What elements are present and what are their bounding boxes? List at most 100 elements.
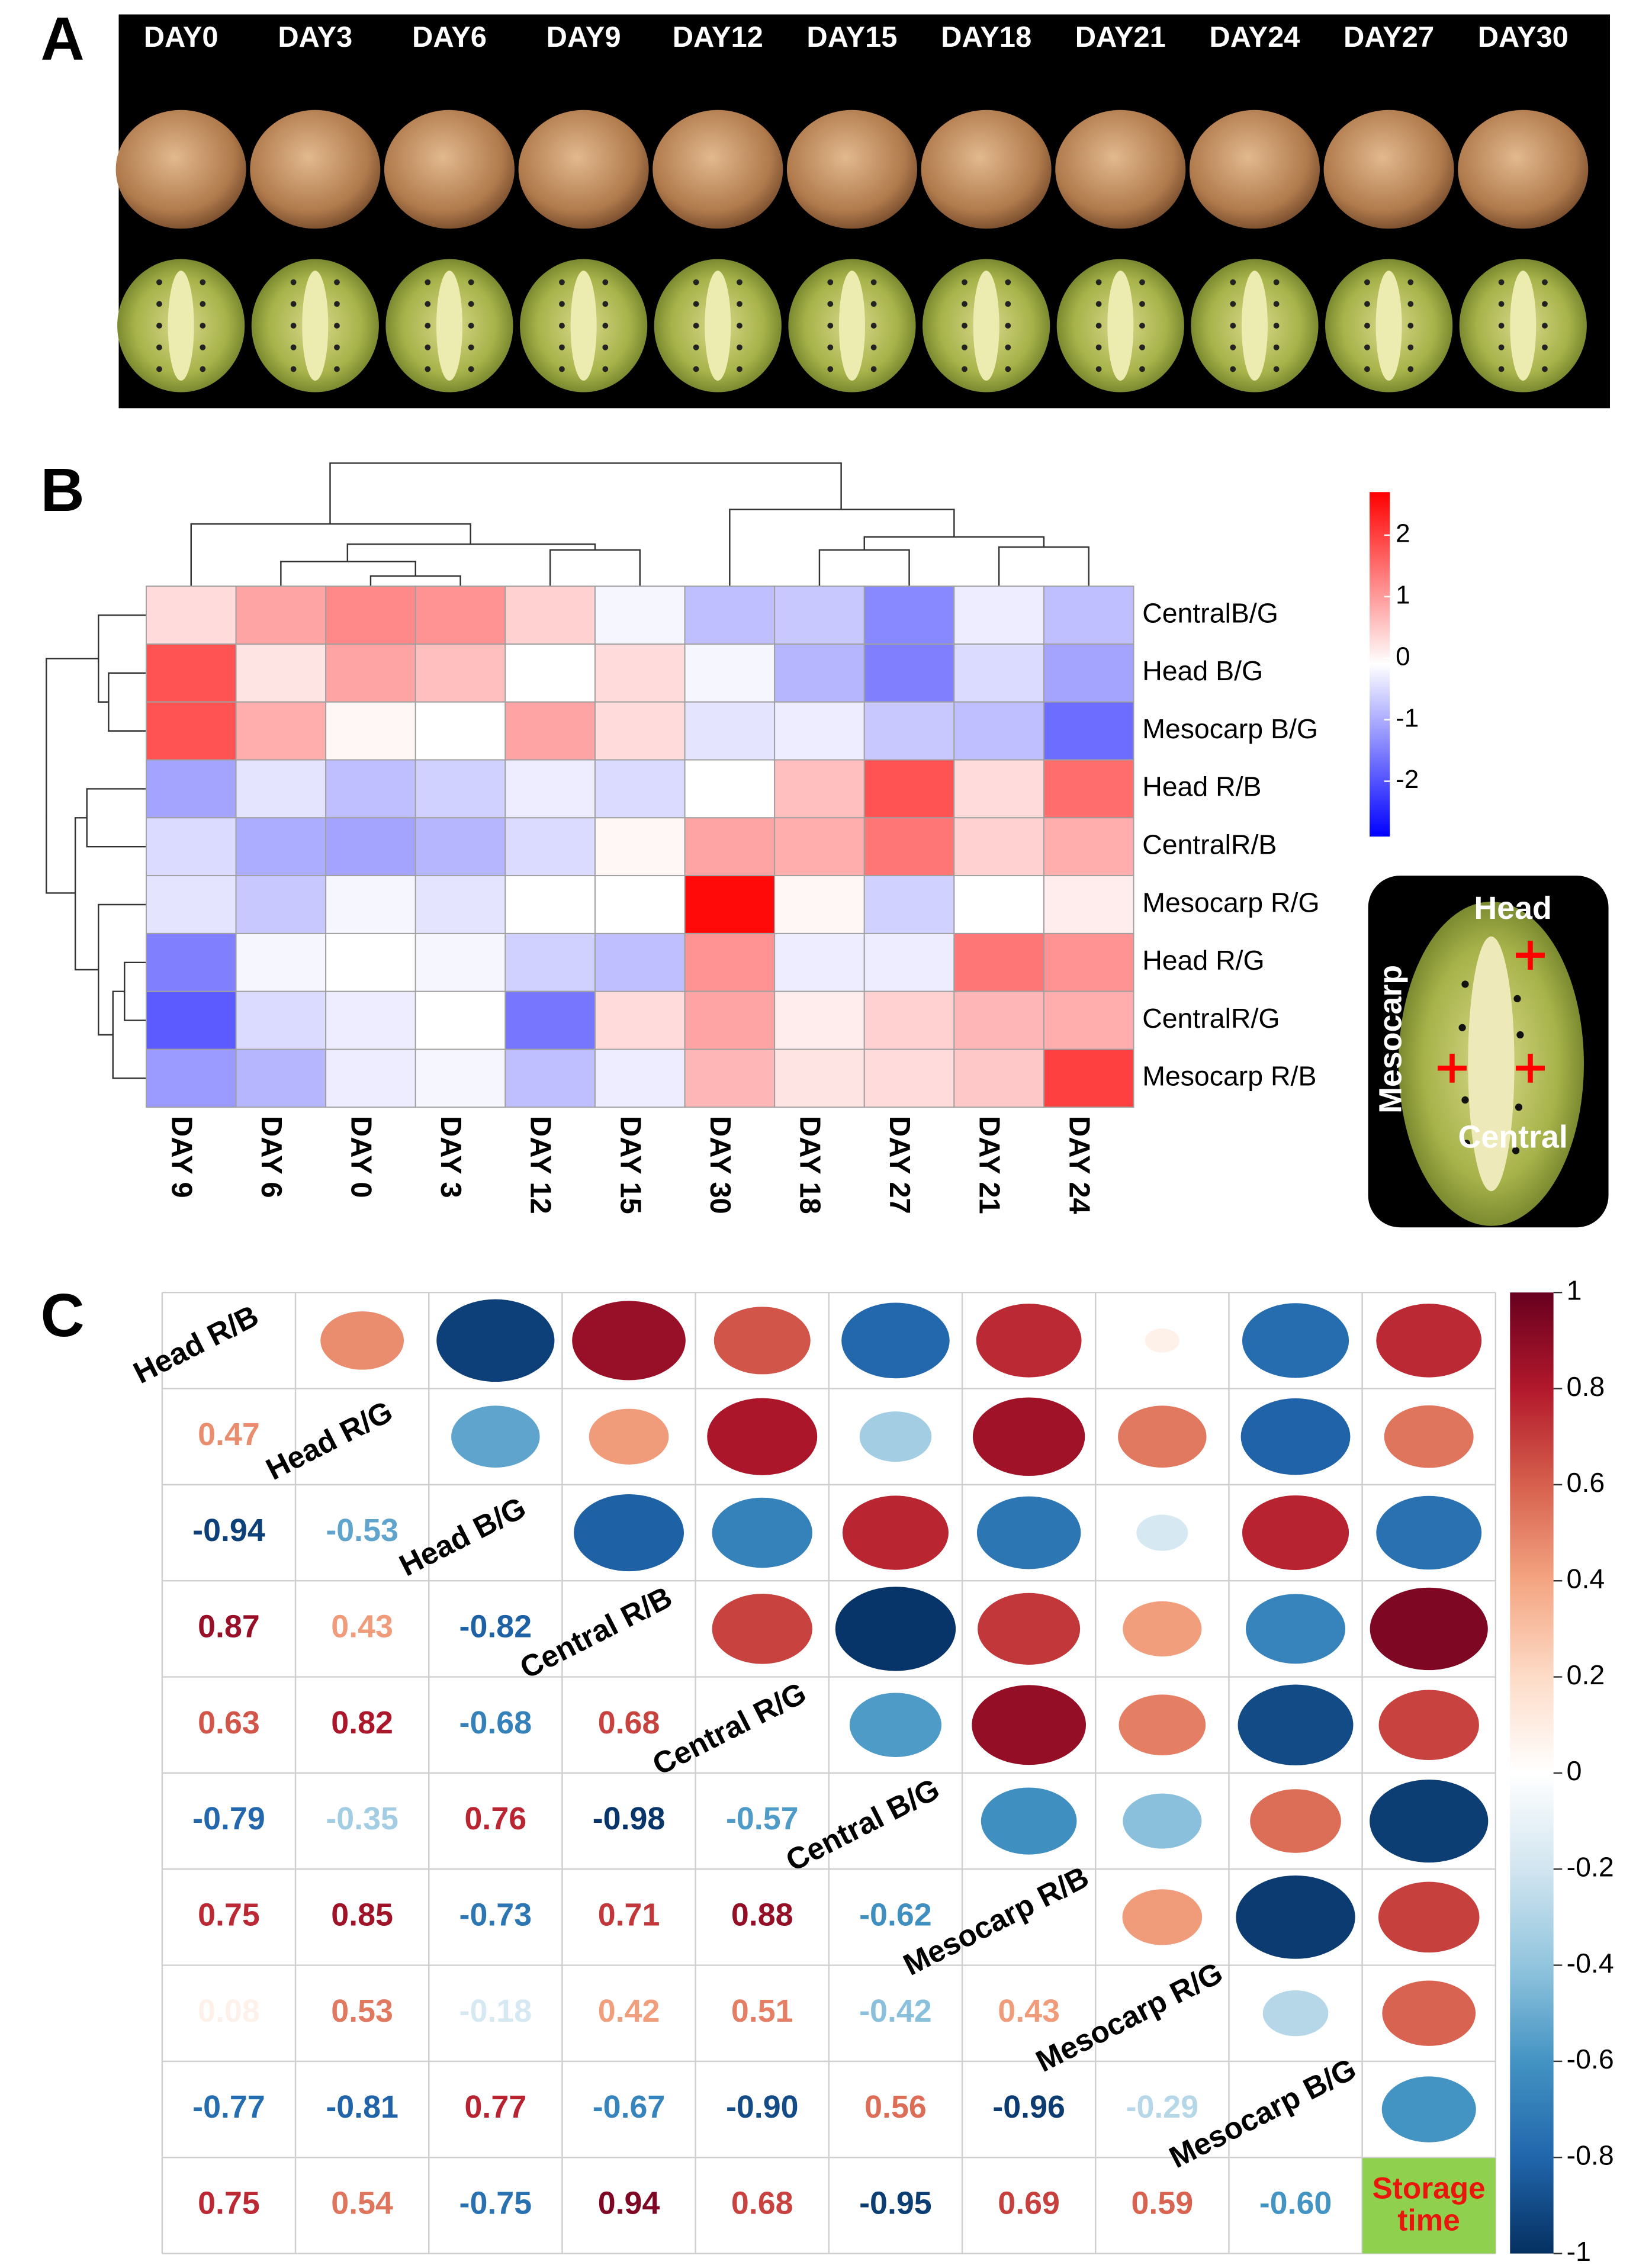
correlation-ellipse <box>981 1787 1077 1855</box>
seed <box>290 301 297 307</box>
panel-label: B <box>40 456 84 524</box>
seed <box>693 366 699 372</box>
heatmap-cell <box>235 817 327 877</box>
correlation-value: 0.43 <box>998 1993 1060 2029</box>
seed <box>1095 279 1102 285</box>
seed <box>870 301 877 307</box>
heatmap-cell <box>953 643 1044 703</box>
variable-label: Storage time <box>1362 2157 1496 2253</box>
correlation-value: 0.71 <box>598 1897 660 1933</box>
kiwi-whole <box>786 110 917 229</box>
day-label: DAY21 <box>1075 21 1166 53</box>
diagonal-box: Storage time <box>1362 2157 1496 2253</box>
seed <box>827 301 834 307</box>
correlation-value: 0.59 <box>1131 2186 1193 2221</box>
correlation-ellipse <box>1262 1990 1329 2037</box>
heatmap-cell <box>235 875 327 934</box>
seed <box>1498 344 1505 350</box>
correlation-value: -0.73 <box>459 1897 532 1933</box>
colorbar-tick-label: 0 <box>1396 642 1410 671</box>
colorbar-tick-label: 2 <box>1396 519 1410 548</box>
heatmap-cell <box>325 875 416 934</box>
seed <box>1273 366 1280 372</box>
inset-label: Head <box>1474 890 1551 926</box>
heatmap-cell <box>594 586 686 645</box>
seed <box>334 323 340 329</box>
heatmap-cell <box>953 586 1044 645</box>
correlation-ellipse <box>976 1304 1082 1378</box>
seed <box>870 344 877 350</box>
seed <box>200 344 206 350</box>
seed <box>1005 344 1011 350</box>
correlation-value: -0.75 <box>459 2186 532 2221</box>
heatmap-cell <box>504 759 596 819</box>
heatmap-cell <box>953 990 1044 1050</box>
seed <box>425 344 431 350</box>
correlation-ellipse <box>1145 1328 1179 1353</box>
correlation-ellipse <box>451 1405 540 1468</box>
seed <box>827 323 834 329</box>
heatmap-cell <box>414 586 506 645</box>
heatmap-cell <box>504 701 596 761</box>
correlation-value: -0.18 <box>459 1993 532 2029</box>
heatmap-cell <box>414 759 506 819</box>
seed <box>1139 366 1145 372</box>
seed <box>737 344 743 350</box>
seed <box>156 279 162 285</box>
heatmap-cell <box>235 701 327 761</box>
heatmap-cell <box>414 932 506 992</box>
correlation-value: 0.76 <box>465 1801 527 1836</box>
heatmap-cell <box>594 817 686 877</box>
dendrogram <box>46 462 1089 1079</box>
correlation-ellipse <box>712 1497 812 1568</box>
heatmap-cell <box>594 643 686 703</box>
heatmap-cell <box>504 817 596 877</box>
seed <box>1542 344 1548 350</box>
correlation-value: -0.79 <box>192 1801 265 1836</box>
heatmap-cell <box>953 759 1044 819</box>
heatmap-cell <box>684 643 776 703</box>
seed <box>334 344 340 350</box>
heatmap-cell <box>504 1048 596 1108</box>
correlation-ellipse <box>842 1495 949 1570</box>
seed <box>962 301 968 307</box>
day-label: DAY6 <box>412 21 487 53</box>
colorbar-tick-label: 0.8 <box>1567 1371 1605 1402</box>
seed <box>962 323 968 329</box>
seed <box>1407 279 1414 285</box>
colorbar-tick-label: -2 <box>1396 765 1419 794</box>
seed <box>1498 323 1505 329</box>
photo-strip: DAY0 DAY3 DAY6 DAY9 DAY12 DAY15 DAY18 DAY21 DAY2… <box>115 21 1589 393</box>
heatmap-cell <box>684 759 776 819</box>
seed <box>1407 301 1414 307</box>
correlation-value: 0.68 <box>598 1705 660 1741</box>
heatmap-cell <box>235 643 327 703</box>
heatmap-cell <box>145 990 237 1050</box>
correlation-value: 0.47 <box>198 1417 260 1452</box>
seed <box>334 301 340 307</box>
heatmap-cell <box>594 875 686 934</box>
seed <box>1542 366 1548 372</box>
heatmap-cell <box>414 643 506 703</box>
colorbar-tick-label: 0.2 <box>1567 1659 1605 1690</box>
heatmap-cell <box>325 817 416 877</box>
correlation-value: -0.96 <box>992 2089 1065 2125</box>
seed <box>1230 344 1236 350</box>
seed <box>468 344 474 350</box>
kiwi-core <box>705 271 731 381</box>
correlation-ellipse <box>978 1593 1081 1665</box>
heatmap-cell <box>594 701 686 761</box>
heatmap-cell <box>1043 990 1134 1050</box>
seed <box>1407 323 1414 329</box>
heatmap-cell <box>863 990 955 1050</box>
correlation-value: 0.94 <box>598 2186 660 2221</box>
heatmap-cell <box>863 701 955 761</box>
correlation-ellipse <box>859 1411 932 1462</box>
seed <box>156 323 162 329</box>
heatmap-cell <box>863 817 955 877</box>
seed <box>870 366 877 372</box>
seed <box>1005 366 1011 372</box>
correlation-value: 0.82 <box>331 1705 393 1741</box>
day-label: DAY30 <box>1478 21 1568 53</box>
row-label: Mesocarp R/B <box>1142 1061 1316 1092</box>
